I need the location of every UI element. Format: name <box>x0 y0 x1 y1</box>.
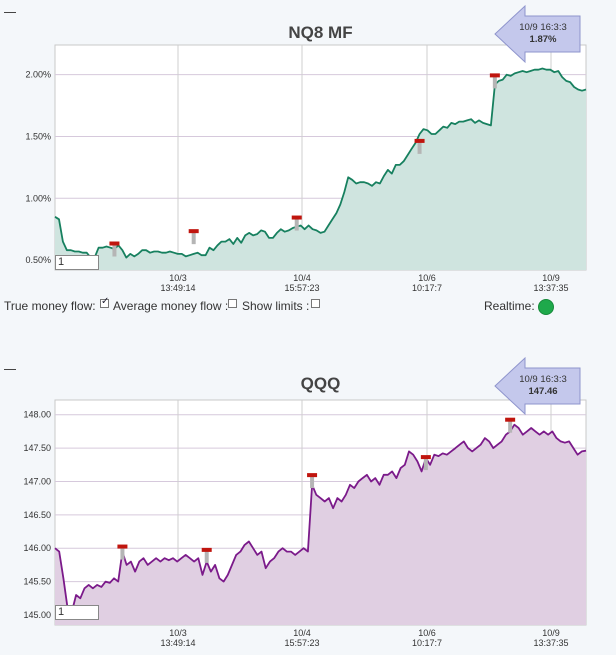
event-flag <box>307 473 318 489</box>
event-flag <box>414 138 425 154</box>
realtime-label: Realtime: <box>484 299 535 313</box>
event-flag <box>117 544 128 560</box>
chart-qqq-price: QQQ 145.00 145.50 146.00 146.50 147.00 147.50 1… <box>23 356 587 648</box>
chart-nq8-money-flow: NQ8 MF 0.50% 1.00% 1.50% 2.00% 10/313:49:14 10… <box>25 4 587 293</box>
x-tick-time: 13:37:35 <box>533 638 568 648</box>
x-tick-time: 15:57:23 <box>284 283 319 293</box>
x-tick-date: 10/3 <box>169 273 187 283</box>
x-tick-date: 10/9 <box>542 628 560 638</box>
event-flag <box>109 241 120 257</box>
x-tick-time: 13:49:14 <box>160 283 195 293</box>
callout-value: 1.87% <box>530 34 557 45</box>
y-tick-label: 2.00% <box>25 70 51 80</box>
y-tick-label: 147.50 <box>23 443 51 453</box>
x-tick-date: 10/4 <box>293 628 311 638</box>
event-flag <box>505 417 516 433</box>
y-tick-label: 147.00 <box>23 476 51 486</box>
y-tick-label: 0.50% <box>25 255 51 265</box>
y-tick-label: 146.00 <box>23 543 51 553</box>
x-tick-time: 10:17:7 <box>412 283 442 293</box>
x-tick-time: 10:17:7 <box>412 638 442 648</box>
x-tick-date: 10/3 <box>169 628 187 638</box>
zoom-input-top[interactable]: 1 <box>55 255 99 270</box>
show-limits-label: Show limits : <box>242 299 310 313</box>
callout-value: 147.46 <box>528 386 557 397</box>
x-tick-date: 10/4 <box>293 273 311 283</box>
series-area <box>55 68 586 270</box>
chart-controls: True money flow: Average money flow : Sh… <box>4 296 612 315</box>
event-flag <box>291 215 302 231</box>
zoom-input-bottom[interactable]: 1 <box>55 605 99 620</box>
y-tick-label: 1.50% <box>25 131 51 141</box>
y-tick-label: 146.50 <box>23 510 51 520</box>
y-tick-label: 1.00% <box>25 193 51 203</box>
y-tick-label: 148.00 <box>23 410 51 420</box>
x-tick-time: 15:57:23 <box>284 638 319 648</box>
average-money-flow-checkbox[interactable] <box>228 299 237 308</box>
true-money-flow-label: True money flow: <box>4 299 96 313</box>
x-tick-time: 13:37:35 <box>533 283 568 293</box>
last-value-callout: 10/9 16:3:31.87% <box>494 4 581 64</box>
event-flag <box>420 455 431 471</box>
event-flag <box>188 229 199 245</box>
x-tick-time: 13:49:14 <box>160 638 195 648</box>
callout-time: 10/9 16:3:3 <box>519 22 567 33</box>
show-limits-checkbox[interactable] <box>311 299 320 308</box>
true-money-flow-checkbox[interactable] <box>100 296 109 308</box>
event-flag <box>201 547 212 563</box>
x-tick-date: 10/6 <box>418 628 436 638</box>
y-tick-label: 145.50 <box>23 577 51 587</box>
x-tick-date: 10/9 <box>542 273 560 283</box>
x-tick-date: 10/6 <box>418 273 436 283</box>
collapse-dash-bottom[interactable] <box>4 369 16 370</box>
event-flag <box>489 73 500 89</box>
callout-arrow-shape <box>494 356 581 416</box>
series-line <box>54 423 587 613</box>
collapse-dash-top[interactable] <box>4 12 16 13</box>
realtime-indicator[interactable] <box>538 299 554 315</box>
chart-title: NQ8 MF <box>288 23 352 42</box>
y-tick-label: 145.00 <box>23 610 51 620</box>
chart-title: QQQ <box>301 374 341 393</box>
callout-time: 10/9 16:3:3 <box>519 374 567 385</box>
series-area <box>55 424 586 625</box>
callout-arrow-shape <box>494 4 581 64</box>
series-line <box>54 67 587 259</box>
average-money-flow-label: Average money flow : <box>113 299 229 313</box>
